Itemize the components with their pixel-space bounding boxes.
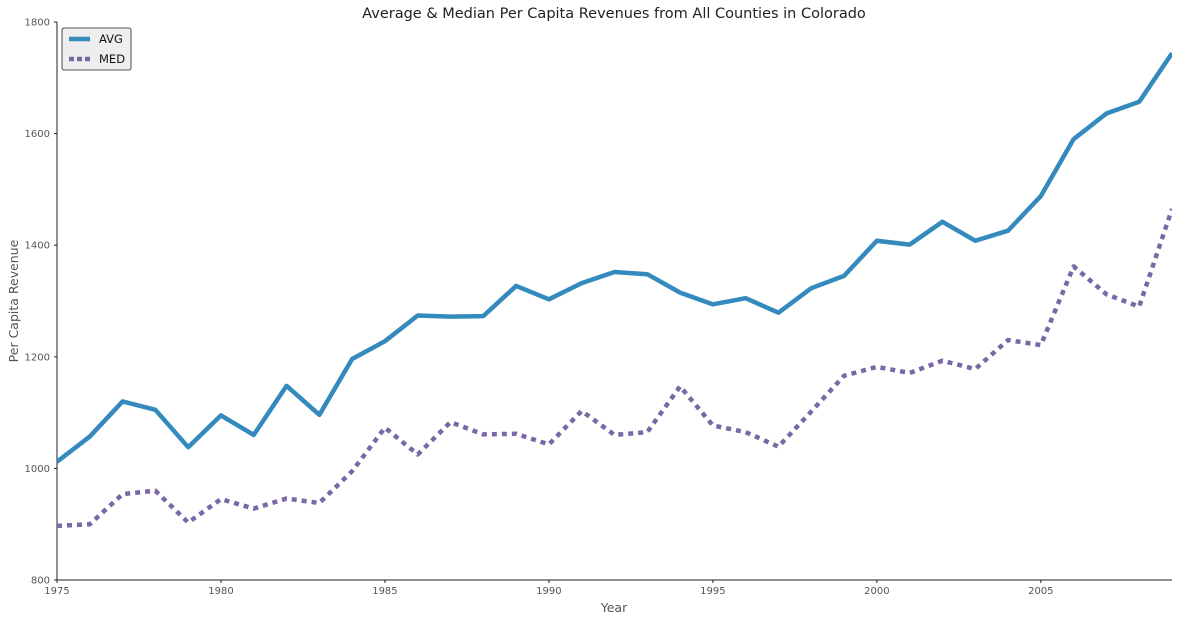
series-line-avg — [57, 51, 1172, 464]
y-axis-title: Per Capita Revenue — [6, 239, 21, 362]
series-line-med — [57, 208, 1172, 529]
x-tick-label: 1985 — [372, 586, 397, 597]
y-tick-label: 1400 — [25, 241, 50, 252]
y-tick-label: 1800 — [25, 18, 50, 29]
x-tick-label: 1990 — [536, 586, 561, 597]
legend-label-med: MED — [99, 52, 125, 66]
legend: AVG MED — [61, 27, 132, 71]
y-tick-label: 800 — [31, 576, 50, 587]
x-tick-label: 1995 — [700, 586, 725, 597]
legend-label-avg: AVG — [99, 32, 123, 46]
y-tick-label: 1600 — [25, 129, 50, 140]
axes: 800 1000 1200 1400 1600 1800 1975 1980 1985 1990 1… — [25, 18, 1172, 597]
x-tick-label: 1980 — [208, 586, 233, 597]
y-tick-label: 1000 — [25, 464, 50, 475]
x-axis-title: Year — [600, 600, 628, 615]
y-tick-label: 1200 — [25, 352, 50, 363]
series-layer — [57, 51, 1172, 529]
chart-title: Average & Median Per Capita Revenues fro… — [362, 6, 866, 22]
x-tick-label: 1975 — [44, 586, 69, 597]
x-tick-label: 2000 — [864, 586, 889, 597]
x-tick-label: 2005 — [1028, 586, 1053, 597]
